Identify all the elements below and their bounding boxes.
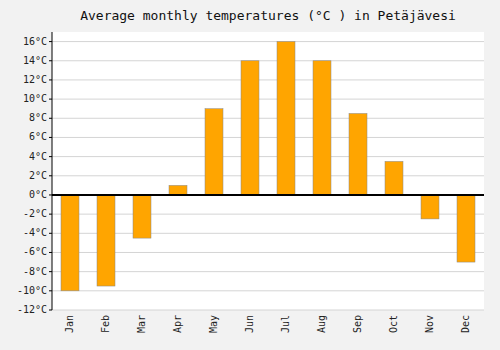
grid-line xyxy=(52,214,484,215)
grid-line xyxy=(52,41,484,42)
x-tick-label: May xyxy=(208,315,219,333)
bar xyxy=(205,109,223,195)
x-tick-label: Nov xyxy=(424,315,435,333)
bar xyxy=(313,61,331,195)
x-tick-label: Apr xyxy=(172,315,183,333)
bar xyxy=(61,195,79,291)
plot-area xyxy=(52,32,484,310)
grid-line xyxy=(52,175,484,176)
bar xyxy=(421,195,439,219)
grid-line xyxy=(52,194,484,195)
grid-line xyxy=(52,156,484,157)
y-tick xyxy=(49,79,52,80)
y-tick-label: -12°C xyxy=(17,304,47,315)
grid-line xyxy=(52,271,484,272)
grid xyxy=(52,42,484,310)
bar xyxy=(97,195,115,286)
bar xyxy=(133,195,151,238)
y-tick xyxy=(49,41,52,42)
x-tick-label: Aug xyxy=(316,315,327,333)
grid-line xyxy=(52,310,484,311)
y-tick-label: 2°C xyxy=(29,170,47,181)
bar xyxy=(241,61,259,195)
grid-line xyxy=(52,118,484,119)
y-tick-label: -6°C xyxy=(23,246,47,257)
y-tick xyxy=(49,118,52,119)
x-ticks: Jan Feb Mar Apr May Jun Jul Aug Sep Oct Nov Dec xyxy=(64,315,471,333)
chart: -12°C -10°C -8°C -6°C -4°C -2°C 0°C 2°C 4°C 6°C 8°… xyxy=(0,0,500,350)
x-tick-label: Feb xyxy=(100,315,111,333)
y-tick xyxy=(49,252,52,253)
grid-line xyxy=(52,99,484,100)
grid-line xyxy=(52,137,484,138)
x-tick-label: Mar xyxy=(136,315,147,333)
y-tick-label: 16°C xyxy=(23,36,47,47)
y-tick-label: -4°C xyxy=(23,227,47,238)
y-tick xyxy=(49,271,52,272)
bars xyxy=(61,42,475,291)
title: Average monthly temperatures (°C ) in Pe… xyxy=(80,8,456,23)
y-tick xyxy=(49,233,52,234)
y-tick-label: -8°C xyxy=(23,266,47,277)
x-tick-label: Dec xyxy=(460,315,471,333)
y-tick xyxy=(49,175,52,176)
y-tick xyxy=(49,214,52,215)
y-tick xyxy=(49,156,52,157)
x-tick-label: Jan xyxy=(64,315,75,333)
x-tick-label: Oct xyxy=(388,315,399,333)
y-tick-label: 6°C xyxy=(29,131,47,142)
y-tick xyxy=(49,290,52,291)
x-tick-label: Jul xyxy=(280,315,291,333)
zero-line xyxy=(52,194,484,196)
bar xyxy=(457,195,475,262)
y-tick-label: 10°C xyxy=(23,93,47,104)
y-tick xyxy=(49,60,52,61)
y-tick xyxy=(49,137,52,138)
grid-line xyxy=(52,60,484,61)
y-ticks: -12°C -10°C -8°C -6°C -4°C -2°C 0°C 2°C 4°C 6°C 8°… xyxy=(17,36,52,315)
bar xyxy=(349,113,367,194)
y-tick xyxy=(49,99,52,100)
bar xyxy=(385,161,403,195)
grid-line xyxy=(52,233,484,234)
bar xyxy=(277,42,295,195)
x-tick-label: Jun xyxy=(244,315,255,333)
y-tick-label: -2°C xyxy=(23,208,47,219)
y-tick xyxy=(49,194,52,195)
x-tick-label: Sep xyxy=(352,315,363,333)
grid-line xyxy=(52,252,484,253)
grid-line xyxy=(52,79,484,80)
background xyxy=(0,0,500,350)
grid-line xyxy=(52,290,484,291)
y-tick xyxy=(49,310,52,311)
y-tick-label: 4°C xyxy=(29,151,47,162)
bar xyxy=(169,185,187,195)
y-tick-label: 14°C xyxy=(23,55,47,66)
y-tick-label: -10°C xyxy=(17,285,47,296)
y-tick-label: 0°C xyxy=(29,189,47,200)
y-tick-label: 12°C xyxy=(23,74,47,85)
y-tick-label: 8°C xyxy=(29,112,47,123)
y-axis-line xyxy=(52,32,53,310)
